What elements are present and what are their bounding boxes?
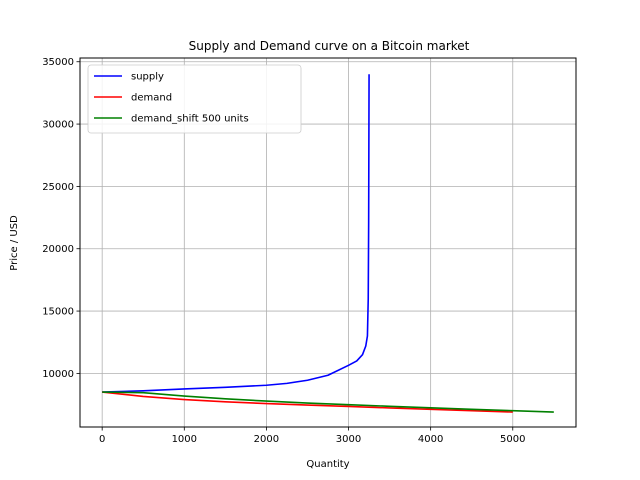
plot-frame (79, 57, 577, 428)
y-tick-label: 20000 (42, 244, 74, 255)
y-tick-label: 10000 (42, 369, 74, 380)
series-line-demand (102, 391, 513, 413)
series-line-demand-shift-500-units (102, 391, 554, 413)
axis-ticks: 0 1000 2000 3000 4000 5000 10000 15000 20000 2500… (42, 57, 525, 445)
y-tick-label: 15000 (42, 307, 74, 318)
legend-label: supply (131, 72, 164, 83)
x-axis-label: Quantity (306, 459, 349, 470)
legend-label: demand_shift 500 units (131, 114, 249, 125)
x-tick-label: 0 (99, 434, 105, 445)
chart-title: Supply and Demand curve on a Bitcoin mar… (189, 39, 470, 53)
series-line-supply (102, 74, 370, 393)
y-tick-label: 35000 (42, 57, 74, 68)
x-tick-label: 5000 (500, 434, 525, 445)
legend-box (87, 64, 302, 134)
y-tick-label: 25000 (42, 182, 74, 193)
y-axis-label: Price / USD (9, 215, 20, 271)
legend-label: demand (131, 93, 172, 104)
x-tick-label: 1000 (172, 434, 197, 445)
x-tick-label: 4000 (418, 434, 443, 445)
series-lines (102, 74, 554, 413)
legend: supply demand demand_shift 500 units (87, 64, 302, 134)
x-tick-label: 3000 (336, 434, 361, 445)
x-tick-label: 2000 (254, 434, 279, 445)
y-tick-label: 30000 (42, 120, 74, 131)
